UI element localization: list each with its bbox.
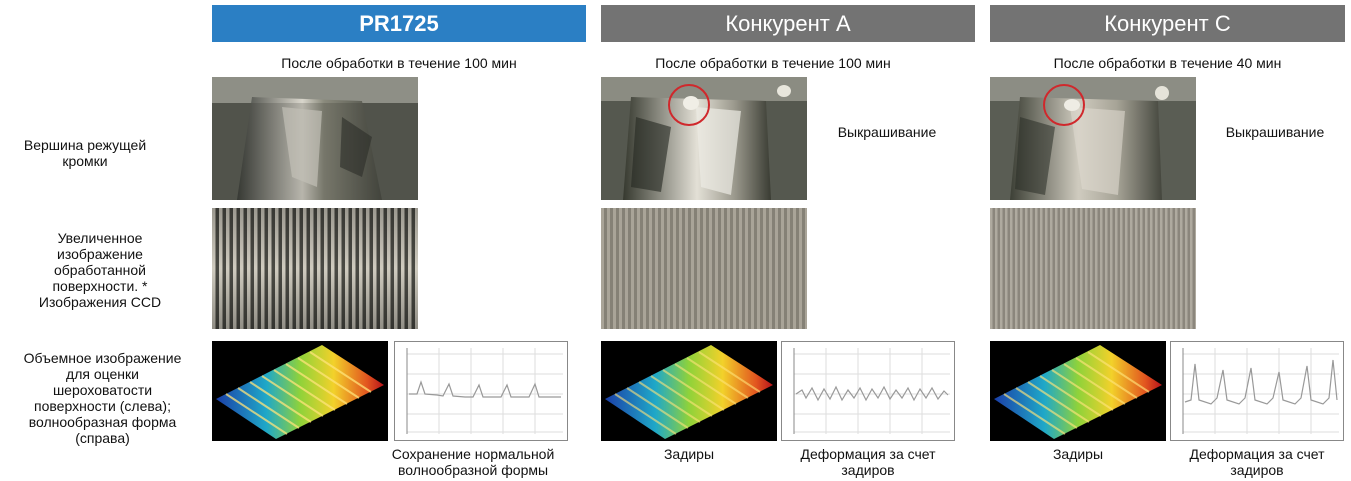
waveform-note-pr1725: Сохранение нормальной волнообразной форм… <box>391 446 555 478</box>
column-caption-competitor-a: После обработки в течение 100 мин <box>655 55 891 71</box>
roughness-note-competitor-a: Задиры <box>663 446 715 462</box>
surface-photo-competitor-a <box>601 208 807 329</box>
waveform-note-competitor-c: Деформация за счет задиров <box>1189 446 1325 478</box>
waveform-note-competitor-a: Деформация за счет задиров <box>800 446 936 478</box>
waveform-plot-competitor-c <box>1170 341 1344 441</box>
roughness-3d-pr1725 <box>212 341 388 441</box>
waveform-plot-competitor-a <box>781 341 955 441</box>
surface-photo-pr1725 <box>212 208 418 329</box>
surface-photo-competitor-c <box>990 208 1196 329</box>
column-header-competitor-c: Конкурент C <box>990 5 1345 42</box>
row-label-volume: Объемное изображение для оценки шерохова… <box>23 350 182 446</box>
waveform-plot-pr1725 <box>394 341 568 441</box>
edge-photo-pr1725 <box>212 77 418 200</box>
row-label-edge: Вершина режущей кромки <box>23 137 147 169</box>
column-caption-competitor-c: После обработки в течение 40 мин <box>1053 55 1282 71</box>
roughness-note-competitor-c: Задиры <box>1052 446 1104 462</box>
column-header-competitor-a: Конкурент A <box>601 5 975 42</box>
roughness-3d-competitor-c <box>990 341 1166 441</box>
roughness-3d-competitor-a <box>601 341 777 441</box>
edge-photo-competitor-c <box>990 77 1196 200</box>
row-label-surface: Увеличенное изображение обработанной пов… <box>38 230 162 310</box>
edge-note-competitor-c: Выкрашивание <box>1225 124 1325 140</box>
chipping-highlight-circle <box>668 84 710 126</box>
column-caption-pr1725: После обработки в течение 100 мин <box>281 55 517 71</box>
edge-photo-competitor-a <box>601 77 807 200</box>
column-header-pr1725: PR1725 <box>212 5 586 42</box>
edge-note-competitor-a: Выкрашивание <box>837 124 937 140</box>
